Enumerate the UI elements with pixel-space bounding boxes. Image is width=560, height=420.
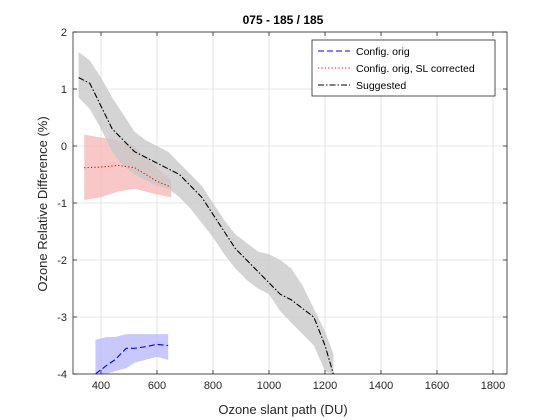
x-tick-label: 1200 [313,380,337,392]
x-tick-label: 1000 [257,380,281,392]
x-tick-label: 1600 [425,380,449,392]
legend-label: Suggested [356,80,406,92]
x-tick-label: 1800 [481,380,505,392]
y-tick-label: 0 [61,141,67,153]
legend: Config. orig Config. orig, SL corrected Su… [311,39,496,97]
y-tick-label: 1 [61,84,67,96]
y-axis-label: Ozone Relative Difference (%) [35,116,50,291]
series-line [78,77,334,374]
series-band [78,51,334,374]
x-axis-label: Ozone slant path (DU) [218,402,347,417]
series-band [95,334,169,374]
y-tick-label: -1 [57,198,67,210]
legend-label: Config. orig [356,46,410,58]
x-tick-label: 400 [92,380,110,392]
y-tick-label: 2 [61,27,67,39]
x-tick-label: 1400 [369,380,393,392]
y-tick-label: -4 [57,369,67,381]
legend-label: Config. orig, SL corrected [356,63,475,75]
y-tick-label: -2 [57,255,67,267]
series-group [78,51,334,374]
x-tick-label: 800 [204,380,222,392]
x-tick-label: 600 [148,380,166,392]
y-tick-label: -3 [57,312,67,324]
chart-title: 075 - 185 / 185 [243,13,324,27]
